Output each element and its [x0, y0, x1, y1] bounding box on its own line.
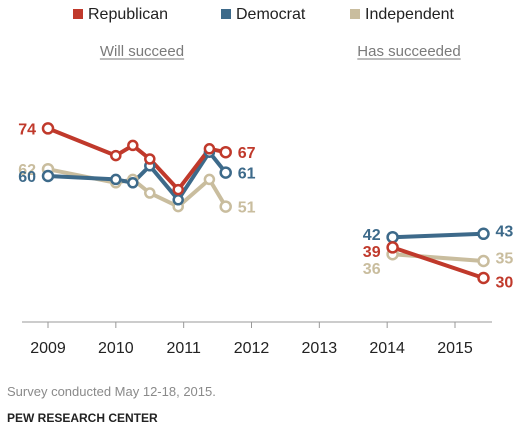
panel-title-has-succeeded: Has succeeded	[357, 43, 460, 60]
data-point-republican	[172, 183, 184, 196]
data-point-democrat	[172, 194, 184, 206]
legend-swatch-independent	[350, 9, 360, 19]
x-tick-label-2012: 2012	[234, 340, 270, 357]
data-point-democrat	[219, 166, 232, 179]
data-label-republican: 30	[496, 274, 514, 291]
data-point-democrat	[41, 169, 55, 183]
data-point-independent	[203, 173, 216, 186]
legend-swatch-republican	[73, 9, 83, 19]
legend-label-republican: Republican	[88, 6, 168, 23]
data-label-independent: 62	[18, 162, 36, 179]
data-point-republican	[219, 145, 232, 159]
data-point-independent	[144, 187, 156, 199]
data-label-independent: 35	[496, 251, 514, 268]
series-points	[41, 122, 490, 285]
series-line-republican-has-succeeded	[391, 245, 485, 280]
x-tick-label-2013: 2013	[302, 340, 338, 357]
data-point-independent	[219, 200, 232, 213]
x-tick-label-2015: 2015	[437, 340, 473, 357]
data-label-independent: 51	[238, 200, 256, 217]
line-chart: Republican Democrat Independent Will succe…	[18, 6, 513, 357]
series-line-independent-has-succeeded	[392, 252, 484, 263]
data-point-republican	[144, 153, 156, 165]
x-tick-label-2010: 2010	[98, 340, 134, 357]
legend-label-independent: Independent	[365, 6, 455, 23]
data-point-democrat	[110, 173, 122, 186]
series-line-democrat-has-succeeded	[392, 231, 484, 240]
data-point-democrat	[127, 177, 139, 189]
data-point-republican	[386, 241, 399, 254]
data-point-republican	[110, 149, 122, 162]
data-point-republican	[477, 271, 490, 285]
x-tick-label-2014: 2014	[369, 340, 405, 357]
data-label-republican: 67	[238, 145, 256, 162]
legend-label-democrat: Democrat	[236, 6, 306, 23]
data-label-democrat: 43	[496, 223, 514, 240]
data-label-democrat: 61	[238, 166, 256, 183]
data-label-democrat: 60	[18, 169, 36, 186]
x-tick-label-2011: 2011	[166, 340, 201, 357]
data-label-republican: 74	[18, 121, 36, 138]
legend: Republican Democrat Independent	[73, 6, 455, 23]
data-point-democrat	[386, 230, 399, 244]
data-label-independent: 36	[363, 261, 381, 278]
legend-swatch-democrat	[221, 9, 231, 19]
data-point-republican	[41, 122, 55, 135]
series-line-independent-will-succeed	[47, 167, 228, 209]
data-point-independent	[477, 254, 490, 268]
panel-title-will-succeed: Will succeed	[100, 43, 184, 60]
panel-titles: Will succeed Has succeeded	[99, 43, 461, 60]
source-credit: PEW RESEARCH CENTER	[7, 411, 158, 425]
data-label-republican: 39	[363, 244, 381, 261]
survey-note: Survey conducted May 12-18, 2015.	[7, 384, 216, 399]
data-label-democrat: 42	[363, 227, 381, 244]
data-point-republican	[203, 143, 216, 155]
data-point-republican	[127, 139, 139, 152]
x-tick-label-2009: 2009	[30, 340, 66, 357]
data-point-democrat	[477, 227, 490, 241]
x-axis: 2009 2010 2011 2012 2013 2014 2015	[22, 321, 492, 357]
